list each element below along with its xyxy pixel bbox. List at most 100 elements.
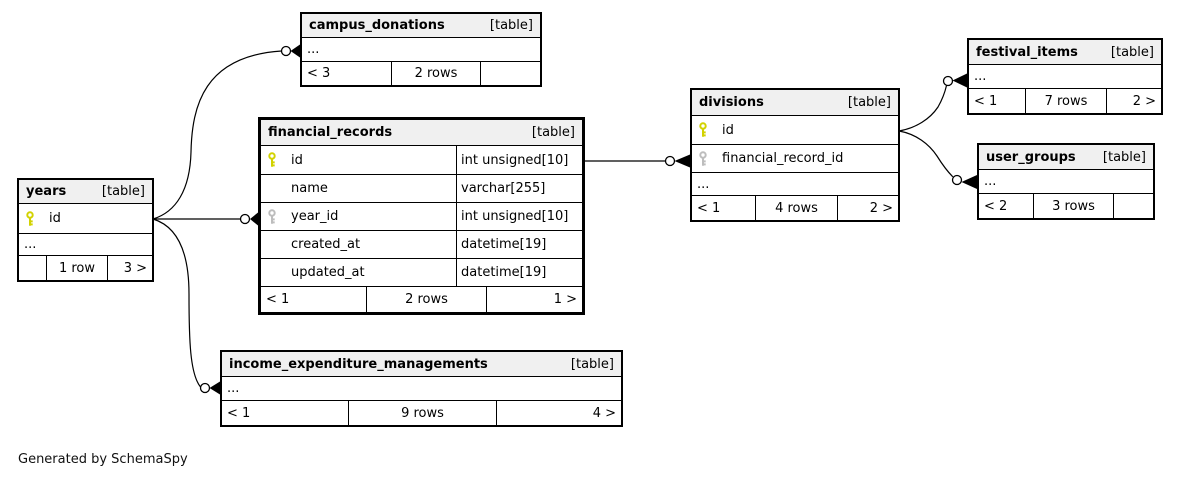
footer-rowcount: 3 rows [1033, 194, 1113, 218]
foreign-key-icon [692, 150, 722, 167]
footer-parents: < 1 [697, 200, 721, 216]
footer-parents: < 2 [984, 198, 1008, 214]
column-name: name [291, 181, 328, 196]
footer-rowcount: 2 rows [391, 62, 480, 85]
relation-arrow-icon [952, 73, 967, 88]
relation-circle-icon [280, 45, 292, 57]
footer-rowcount: 1 row [46, 256, 107, 280]
table-badge: [table] [1110, 44, 1154, 60]
relation-circle-icon [239, 213, 251, 225]
relation-circle-icon [199, 382, 211, 394]
ellipsis-row: ... [307, 42, 320, 57]
table-badge: [table] [570, 356, 614, 372]
relation-arrow-icon [209, 381, 220, 395]
column-row-year_id: year_id int unsigned[10] [261, 202, 582, 230]
table-name[interactable]: festival_items [976, 44, 1078, 60]
table-header: campus_donations [table] [302, 14, 540, 38]
column-name: updated_at [291, 265, 365, 280]
table-footer: < 1 7 rows 2 > [969, 88, 1161, 113]
column-name: year_id [291, 209, 339, 224]
table-footer: 1 row 3 > [19, 255, 152, 280]
table-divisions[interactable]: divisions [table] id financial_record_id… [690, 88, 900, 222]
column-row-updated_at: updated_at datetime[19] [261, 258, 582, 286]
column-name: id [49, 211, 61, 226]
table-badge: [table] [847, 95, 891, 110]
column-name: financial_record_id [722, 151, 844, 166]
footer-rowcount: 4 rows [755, 196, 837, 220]
footer-parents: < 3 [307, 66, 331, 81]
primary-key-icon [19, 210, 49, 227]
table-footer: < 1 4 rows 2 > [692, 195, 898, 220]
footer-children: 2 > [1106, 89, 1161, 113]
footer-children [480, 62, 540, 85]
relation-divisions-festival_items [898, 85, 948, 132]
column-name: created_at [291, 237, 361, 252]
footer-parents [19, 256, 46, 280]
footer-parents: < 1 [974, 93, 998, 109]
column-row-name: name varchar[255] [261, 174, 582, 202]
table-badge: [table] [489, 18, 533, 33]
table-footer: < 3 2 rows [302, 61, 540, 85]
footer-children: 2 > [837, 196, 898, 220]
table-name[interactable]: divisions [699, 95, 764, 110]
footer-children [1113, 194, 1153, 218]
footer-parents: < 1 [266, 292, 290, 307]
table-name[interactable]: income_expenditure_managements [229, 356, 488, 372]
table-festival_items[interactable]: festival_items [table] ... < 1 7 rows 2 … [967, 38, 1163, 115]
footer-children: 3 > [107, 256, 152, 280]
footer-children: 4 > [496, 401, 621, 425]
ellipsis-row: ... [227, 381, 240, 396]
table-footer: < 2 3 rows [979, 193, 1153, 218]
footer-rowcount: 7 rows [1025, 89, 1106, 113]
column-type: datetime[19] [456, 259, 582, 286]
column-type: int unsigned[10] [456, 203, 582, 230]
footer-children: 1 > [486, 287, 582, 312]
table-years[interactable]: years [table] id ... 1 row 3 > [17, 178, 154, 282]
table-name[interactable]: years [26, 184, 67, 199]
column-row-id: id [19, 204, 152, 233]
column-row-id: id int unsigned[10] [261, 146, 582, 174]
table-income_expenditure_managements[interactable]: income_expenditure_managements [table] .… [220, 350, 623, 427]
column-name: id [722, 122, 734, 138]
table-name[interactable]: campus_donations [309, 18, 445, 33]
relation-circle-icon [942, 75, 954, 87]
table-header: years [table] [19, 180, 152, 204]
column-type: int unsigned[10] [456, 146, 582, 174]
table-header: financial_records [table] [261, 120, 582, 146]
table-header: festival_items [table] [969, 40, 1161, 65]
table-footer: < 1 9 rows 4 > [222, 400, 621, 425]
table-name[interactable]: user_groups [986, 149, 1076, 165]
primary-key-icon [692, 122, 722, 138]
ellipsis-row: ... [984, 174, 997, 189]
table-user_groups[interactable]: user_groups [table] ... < 2 3 rows [977, 143, 1155, 220]
column-row-created_at: created_at datetime[19] [261, 230, 582, 258]
column-type: datetime[19] [456, 231, 582, 258]
column-type: varchar[255] [456, 175, 582, 202]
table-footer: < 1 2 rows 1 > [261, 286, 582, 312]
relation-arrow-icon [674, 154, 690, 168]
table-header: user_groups [table] [979, 145, 1153, 170]
relation-arrow-icon [961, 175, 977, 189]
relation-years-income_expenditure_managements [152, 218, 201, 388]
table-campus_donations[interactable]: campus_donations [table] ... < 3 2 rows [300, 12, 542, 87]
relation-arrow-icon [250, 212, 258, 226]
relation-circle-icon [664, 155, 676, 167]
ellipsis-row: ... [19, 233, 152, 255]
footer-rowcount: 2 rows [366, 287, 486, 312]
table-header: divisions [table] [692, 90, 898, 116]
footer-rowcount: 9 rows [348, 401, 496, 425]
table-financial_records[interactable]: financial_records [table] id int unsigne… [258, 117, 585, 315]
column-row-id: id [692, 116, 898, 144]
column-row-financial_record_id: financial_record_id [692, 144, 898, 172]
footer-parents: < 1 [227, 405, 251, 421]
generator-note: Generated by SchemaSpy [18, 452, 188, 467]
table-header: income_expenditure_managements [table] [222, 352, 621, 377]
primary-key-icon [261, 152, 291, 168]
table-badge: [table] [531, 125, 575, 140]
column-name: id [291, 152, 303, 168]
relation-arrow-icon [290, 44, 300, 58]
table-name[interactable]: financial_records [268, 125, 393, 140]
foreign-key-icon [261, 208, 291, 225]
relation-divisions-user_groups [898, 130, 954, 178]
